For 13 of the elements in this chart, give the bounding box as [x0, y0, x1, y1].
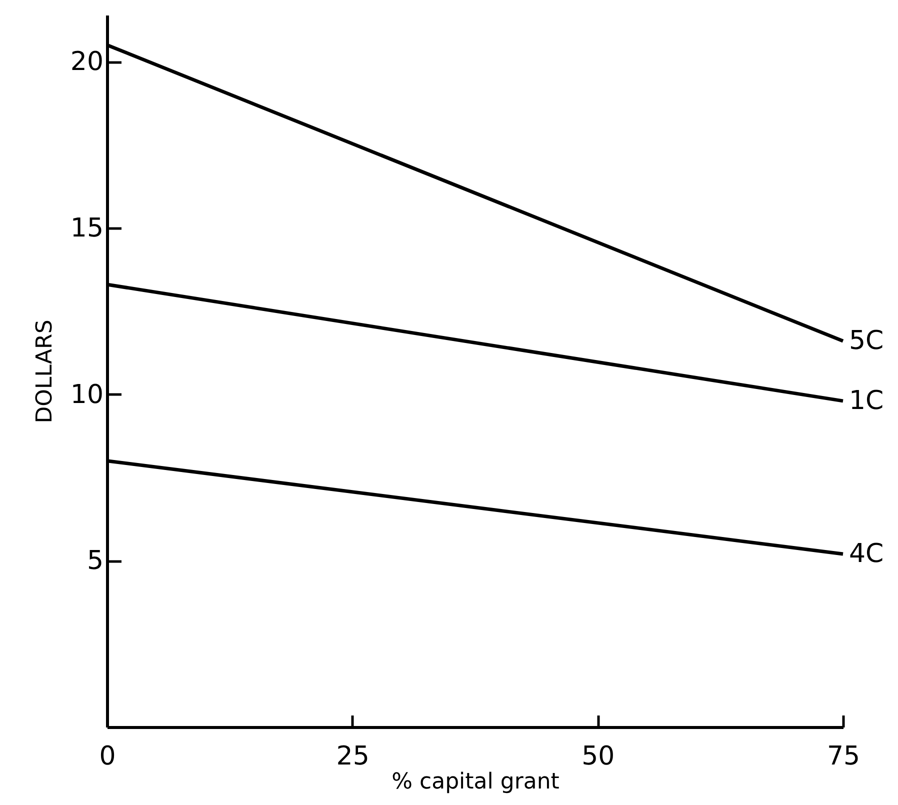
series-label: 4C — [849, 538, 884, 569]
y-axis-title: DOLLARS — [32, 320, 58, 424]
y-tick-label: 5 — [86, 546, 104, 576]
x-tick-label: 25 — [336, 742, 370, 772]
x-tick-label: 50 — [582, 742, 615, 772]
y-tick-label: 15 — [70, 213, 104, 244]
series-label: 1C — [849, 386, 884, 416]
x-axis-title: % capital grant — [392, 770, 560, 794]
y-tick-label: 10 — [70, 380, 104, 410]
x-tick-label: 75 — [826, 742, 860, 772]
y-tick-label: 20 — [70, 47, 104, 78]
series-label: 5C — [849, 326, 884, 356]
x-tick-label: 0 — [99, 742, 116, 772]
